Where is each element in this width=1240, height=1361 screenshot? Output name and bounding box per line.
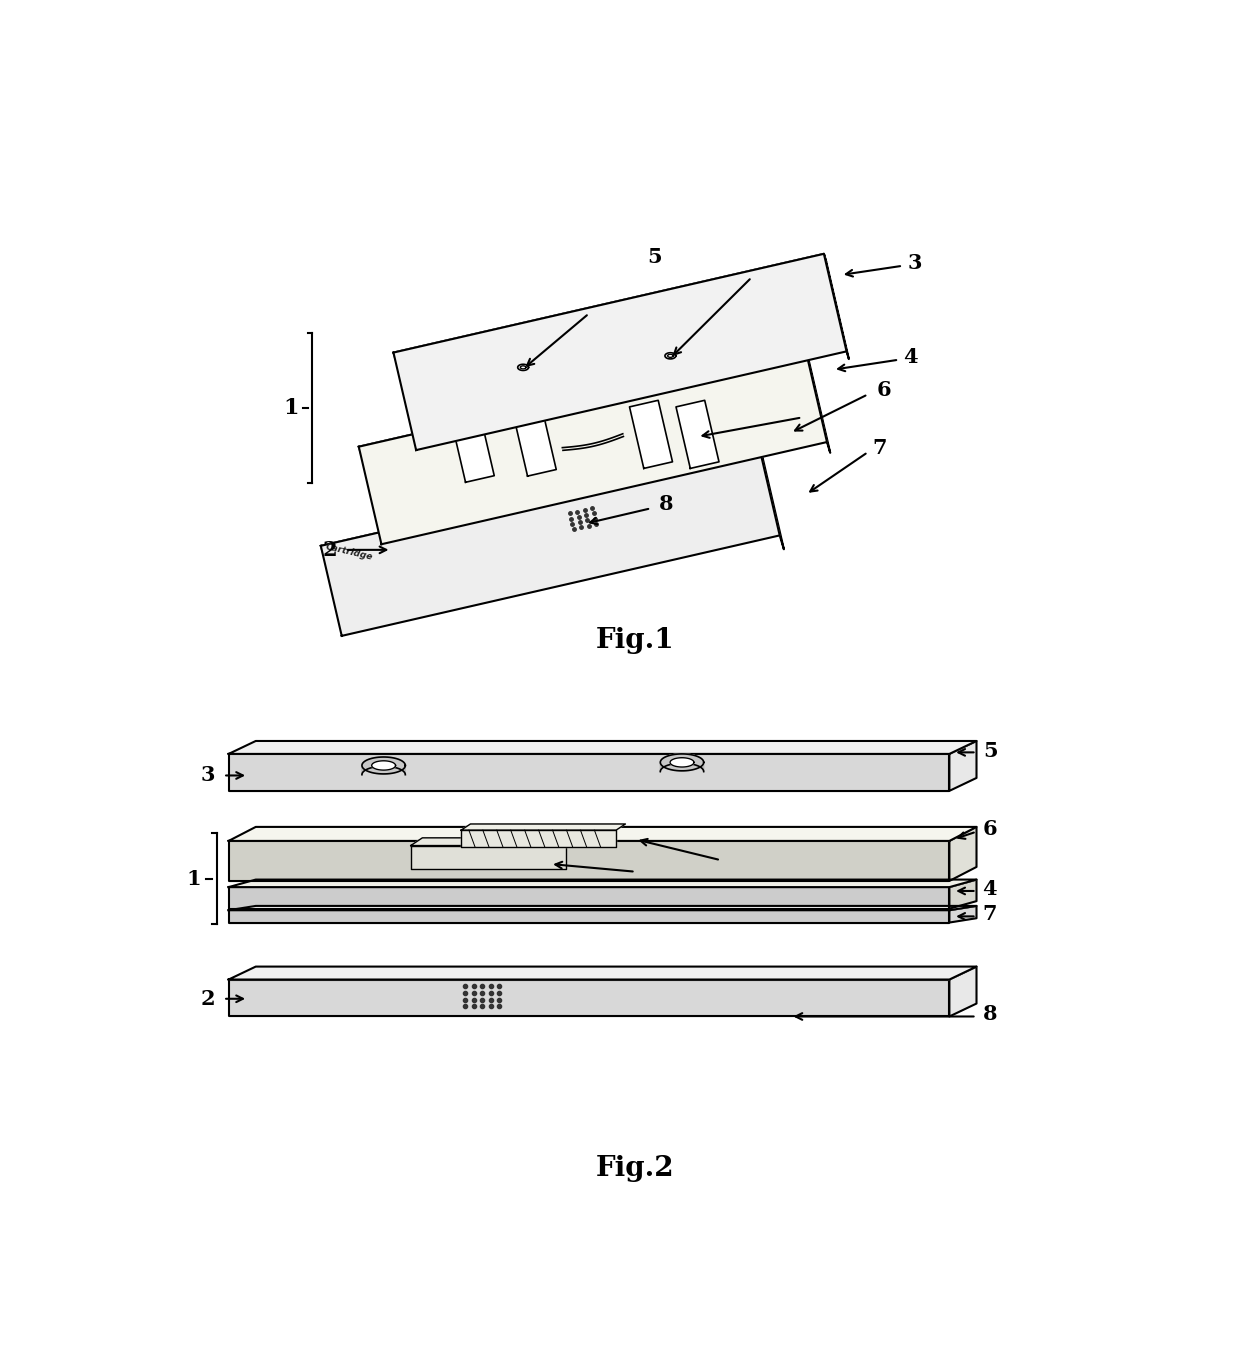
- Polygon shape: [670, 758, 694, 768]
- Text: 2: 2: [201, 989, 215, 1009]
- Polygon shape: [228, 879, 977, 887]
- Polygon shape: [393, 255, 826, 361]
- Polygon shape: [372, 761, 396, 770]
- Polygon shape: [950, 740, 977, 791]
- Text: 6: 6: [982, 819, 997, 840]
- Polygon shape: [321, 445, 780, 636]
- Polygon shape: [410, 845, 565, 868]
- Text: Fig.1: Fig.1: [596, 627, 675, 655]
- Polygon shape: [461, 823, 625, 830]
- Polygon shape: [228, 966, 977, 980]
- Polygon shape: [950, 827, 977, 881]
- Polygon shape: [362, 757, 405, 774]
- Text: 7: 7: [873, 438, 887, 459]
- Polygon shape: [228, 980, 950, 1017]
- Polygon shape: [410, 838, 578, 845]
- Polygon shape: [358, 344, 827, 544]
- Polygon shape: [358, 344, 807, 457]
- Polygon shape: [667, 354, 673, 358]
- Polygon shape: [521, 366, 526, 369]
- Text: Fig.2: Fig.2: [596, 1154, 675, 1181]
- Text: 8: 8: [982, 1004, 997, 1025]
- Polygon shape: [661, 754, 704, 770]
- Polygon shape: [823, 255, 849, 359]
- Polygon shape: [228, 740, 977, 754]
- Text: 4: 4: [903, 347, 918, 367]
- Polygon shape: [665, 352, 676, 359]
- Text: 1: 1: [283, 397, 299, 419]
- Polygon shape: [950, 906, 977, 923]
- Text: 7: 7: [982, 904, 997, 924]
- Text: 2: 2: [322, 540, 337, 559]
- Polygon shape: [228, 754, 950, 791]
- Polygon shape: [805, 344, 831, 453]
- Polygon shape: [393, 255, 847, 450]
- Polygon shape: [321, 445, 763, 559]
- Text: 6: 6: [877, 381, 890, 400]
- Polygon shape: [950, 966, 977, 1017]
- Polygon shape: [228, 841, 950, 881]
- Text: 8: 8: [660, 494, 673, 514]
- Polygon shape: [228, 827, 977, 841]
- Polygon shape: [362, 757, 405, 774]
- Polygon shape: [660, 754, 704, 772]
- Polygon shape: [950, 879, 977, 909]
- Polygon shape: [228, 906, 977, 911]
- Polygon shape: [228, 911, 950, 923]
- Polygon shape: [513, 408, 557, 476]
- Polygon shape: [451, 414, 495, 482]
- Text: 5: 5: [647, 248, 662, 267]
- Text: Cartridge: Cartridge: [324, 542, 373, 562]
- Polygon shape: [759, 445, 784, 550]
- Polygon shape: [630, 400, 672, 468]
- Polygon shape: [518, 365, 528, 370]
- Text: 3: 3: [908, 253, 921, 274]
- Text: 1: 1: [186, 868, 201, 889]
- Polygon shape: [228, 887, 950, 909]
- Text: 4: 4: [982, 879, 997, 898]
- Polygon shape: [676, 400, 719, 468]
- Polygon shape: [461, 830, 616, 847]
- Text: 3: 3: [201, 765, 215, 785]
- Text: 5: 5: [983, 740, 998, 761]
